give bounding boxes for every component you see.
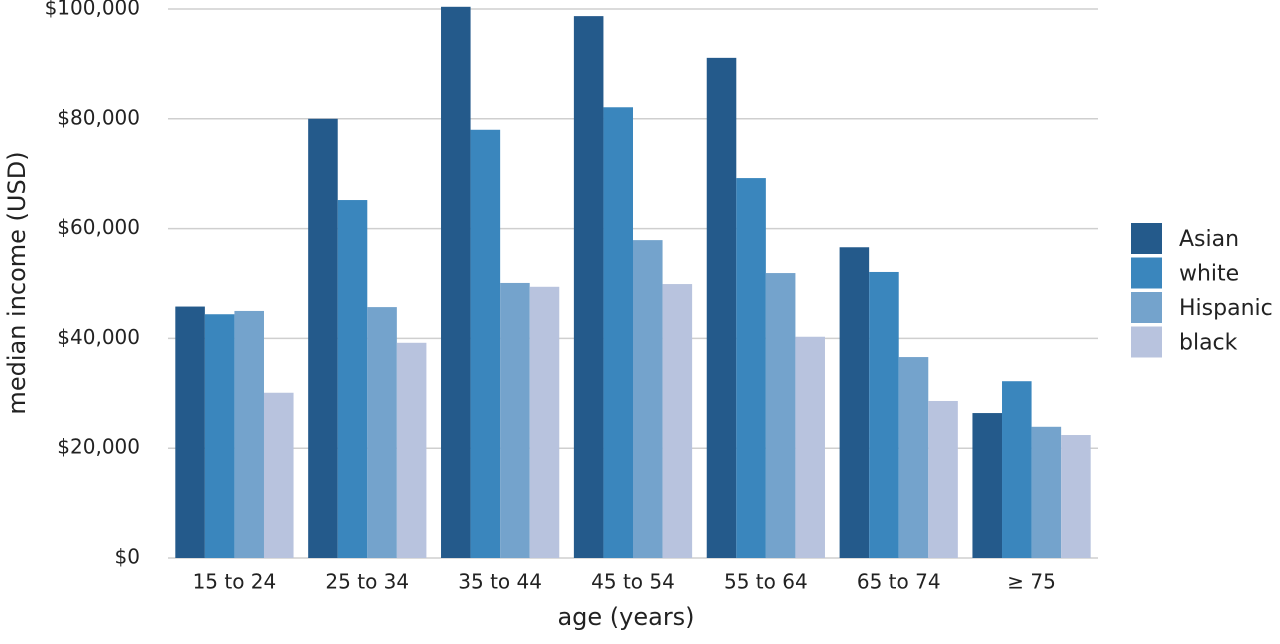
- legend-swatch: [1131, 326, 1162, 358]
- bar: [795, 336, 825, 558]
- y-axis-title: median income (USD): [3, 151, 31, 414]
- legend-label: white: [1179, 262, 1239, 287]
- bar: [1031, 426, 1062, 558]
- legend-swatch: [1131, 223, 1162, 254]
- bar: [337, 200, 368, 559]
- bar: [603, 107, 633, 558]
- bar: [633, 240, 663, 558]
- legend-swatch: [1131, 292, 1162, 323]
- bar: [972, 413, 1003, 558]
- bar: [308, 118, 338, 558]
- bar: [869, 271, 899, 558]
- legend-swatch: [1131, 257, 1162, 289]
- bar: [1002, 381, 1032, 558]
- bar: [736, 178, 766, 558]
- bar: [500, 282, 530, 558]
- y-tick-label: $80,000: [57, 105, 140, 129]
- x-tick-label: 25 to 34: [325, 570, 409, 594]
- x-tick-label: ≥ 75: [1007, 570, 1056, 594]
- y-tick-label: $60,000: [57, 215, 140, 239]
- bar: [573, 16, 604, 559]
- bar: [765, 273, 796, 558]
- bar: [839, 247, 870, 559]
- bar: [470, 129, 501, 558]
- bar: [706, 57, 737, 558]
- y-tick-label: $40,000: [57, 325, 140, 349]
- bar: [367, 307, 397, 558]
- x-tick-label: 35 to 44: [458, 570, 542, 594]
- y-tick-label: $0: [115, 545, 140, 569]
- legend-label: black: [1179, 331, 1238, 356]
- bar: [396, 342, 427, 558]
- y-tick-label: $100,000: [45, 0, 140, 19]
- bar: [204, 314, 235, 558]
- bar: [662, 284, 693, 558]
- legend-label: Asian: [1179, 227, 1239, 252]
- bar: [175, 306, 205, 558]
- x-tick-label: 55 to 64: [724, 570, 808, 594]
- legend-label: Hispanic: [1179, 296, 1273, 321]
- bar: [234, 310, 264, 558]
- x-tick-label: 65 to 74: [857, 570, 941, 594]
- x-tick-label: 45 to 54: [591, 570, 675, 594]
- bar: [529, 286, 560, 558]
- bar: [898, 357, 929, 558]
- bar: [263, 392, 294, 558]
- y-tick-label: $20,000: [57, 435, 140, 459]
- bar: [441, 6, 471, 558]
- x-tick-label: 15 to 24: [193, 570, 277, 594]
- x-axis-title: age (years): [557, 603, 694, 631]
- bar: [928, 400, 958, 558]
- bar: [1061, 435, 1091, 558]
